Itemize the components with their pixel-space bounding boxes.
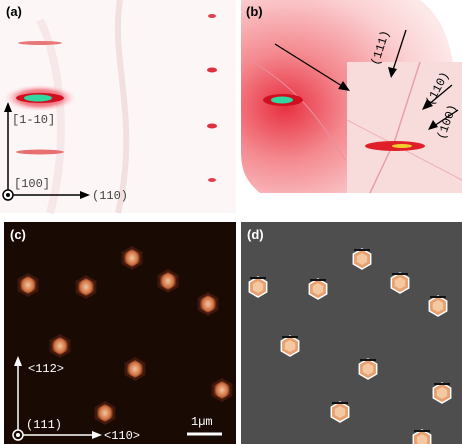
annotation: (111) — [26, 418, 62, 432]
spot-center — [24, 94, 52, 102]
spot — [208, 178, 216, 182]
annotation: <110> — [104, 429, 140, 443]
particles — [248, 248, 452, 444]
particle — [416, 434, 428, 444]
spot — [207, 123, 217, 129]
panel-d-bg — [241, 222, 462, 444]
panel-label: (d) — [247, 227, 264, 242]
particle — [362, 363, 374, 375]
pointer — [433, 109, 459, 127]
axis-dot — [16, 433, 20, 437]
particle — [432, 300, 444, 312]
particles — [17, 246, 233, 425]
annotation: [1-10] — [12, 113, 55, 127]
panel-d: (d) — [241, 222, 462, 444]
panel-b: (b) (111) (110) (100) — [241, 0, 462, 194]
particle — [127, 360, 143, 378]
pointer — [427, 84, 453, 106]
arrow-head — [92, 431, 102, 439]
streak — [249, 59, 346, 161]
panel-c: (c) <112> (111) <110> 1µm — [4, 222, 236, 444]
panel-label: (a) — [6, 4, 22, 19]
spot-center — [271, 96, 293, 104]
particle — [97, 404, 113, 422]
inset-line — [369, 61, 421, 194]
arrow-head — [388, 67, 397, 78]
particle — [436, 387, 448, 399]
particle — [214, 381, 230, 399]
arrow-head — [428, 120, 438, 130]
inset — [347, 62, 462, 193]
pointer — [274, 43, 343, 87]
particle — [52, 337, 68, 355]
particle — [312, 283, 324, 295]
annotation: [100] — [14, 177, 50, 191]
particle — [334, 406, 346, 418]
diffuse-streak — [114, 0, 130, 214]
particle — [200, 295, 216, 313]
panel-c-bg — [4, 222, 236, 444]
arrow-head — [422, 99, 433, 110]
arrow-head — [4, 102, 12, 112]
particle — [124, 249, 140, 267]
pointer — [392, 29, 407, 71]
particle — [78, 278, 94, 296]
panel-a: (a) [1-10] [100] (110) — [0, 0, 236, 215]
panel-label: (c) — [10, 227, 26, 242]
streak — [18, 41, 62, 45]
annotation: (110) — [92, 189, 128, 203]
particle — [284, 340, 296, 352]
particle — [394, 277, 406, 289]
particle — [20, 276, 36, 294]
annotation: <112> — [28, 362, 64, 376]
panel-label: (b) — [246, 4, 263, 19]
particle — [252, 281, 264, 293]
axis-dot — [6, 193, 10, 197]
arrow-head — [338, 81, 350, 91]
arrow-head — [14, 356, 22, 366]
particle — [160, 272, 176, 290]
spot — [208, 14, 216, 18]
spot — [207, 67, 217, 73]
streak — [16, 149, 64, 155]
arrow-head — [80, 191, 90, 199]
inset-spot-center — [392, 144, 412, 148]
particle — [356, 253, 368, 265]
scale-label: 1µm — [191, 415, 213, 429]
